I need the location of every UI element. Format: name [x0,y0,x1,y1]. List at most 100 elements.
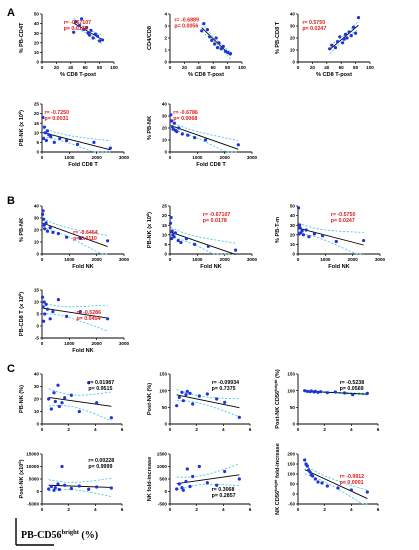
data-point [56,482,60,486]
r-value-label: r= -0.67107 [64,20,92,26]
data-point [336,486,340,490]
x-tick-label: 0 [41,427,44,432]
y-tick-label: 10 [34,50,40,55]
y-tick-label: 10 [162,232,168,237]
x-tick-label: 6 [377,507,380,512]
x-tick-label: 0 [169,427,172,432]
data-point [180,132,184,136]
y-tick-label: 5000 [29,477,40,482]
y-tick-label: 0 [36,489,39,494]
r-value-label: r= 0.00228 [88,458,114,464]
x-tick-label: 3000 [119,257,130,262]
footer-scale: PB-CD56bright (%) [15,518,98,546]
data-point [301,233,306,237]
y-tick-label: 20 [34,40,40,45]
data-point [188,391,192,395]
regression-line [42,307,108,319]
data-point [298,223,302,227]
data-point [47,487,51,491]
p-value-label: p= 0.2857 [212,493,236,499]
x-tick-label: 0 [41,341,44,346]
footer-label-main: PB-CD56 [21,530,62,541]
y-tick-label: 0 [164,60,167,65]
data-point [56,383,60,387]
data-point [42,136,46,141]
data-point [43,312,47,316]
y-axis-label-tail: (%) [275,369,281,379]
data-point [65,235,69,239]
y-tick-label: 2 [164,36,167,41]
data-point [214,36,218,40]
y-tick-label: 10 [34,300,40,305]
x-tick-label: 0 [297,65,300,70]
x-tick-label: 0 [41,507,44,512]
data-point [311,474,315,478]
y-tick-label: 1 [164,48,167,53]
data-point [85,25,89,30]
y-tick-label: 15 [34,288,40,293]
data-point [181,488,185,492]
data-point [184,237,188,241]
y-tick-label: 0 [292,252,295,257]
data-point [80,17,84,21]
x-tick-label: 80 [353,65,359,70]
ci-upper-line [304,465,368,491]
data-point [175,404,179,408]
ci-lower-line [201,30,231,60]
ci-lower-line [170,128,239,153]
data-point [43,227,47,231]
y-tick-label: 0 [36,324,39,329]
y-tick-label: 200 [287,452,295,457]
data-point [305,389,309,393]
y-axis-label-main: Post-NK (x10 [19,464,25,499]
data-point [42,300,46,304]
y-axis-label: % PB-NK [19,218,25,242]
ci-lower-line [304,473,368,505]
data-point [45,129,50,133]
x-tick-label: 1000 [64,257,75,262]
x-axis-label: % CD8 T-post [188,72,224,78]
r-value-label: r= 0.5750 [302,20,325,26]
data-point [237,415,241,419]
data-point [342,37,346,41]
ci-upper-line [42,218,108,236]
data-point [44,138,48,143]
data-point [325,391,329,395]
data-point [237,477,241,481]
data-point [185,389,189,393]
y-axis-label-tail: ) [19,292,25,294]
y-tick-label: 30 [162,114,168,119]
x-tick-label: 0 [41,155,44,160]
x-tick-label: 2 [67,507,70,512]
data-point [60,464,64,469]
x-axis-label: Fold NK [328,264,349,270]
data-point [75,142,80,146]
data-point [185,467,189,471]
data-point [65,138,69,143]
y-tick-label: 50 [290,204,296,209]
p-value-label: p= 0.7375 [212,386,236,392]
y-axis-label-main: NK CD56 [275,491,281,515]
ci-upper-line [170,227,236,244]
x-tick-label: 6 [249,427,252,432]
data-point [316,390,320,394]
p-value-label: p= 0.0001 [340,480,364,486]
data-point [82,27,86,31]
r-value-label: r= -0.6786 [173,110,198,116]
x-tick-label: 0 [41,65,44,70]
ci-upper-line [42,302,108,308]
x-axis-label: Fold NK [72,264,93,270]
data-point [191,474,195,479]
data-point [60,401,64,405]
data-point [52,140,56,144]
x-tick-label: 60 [339,65,345,70]
y-axis-label: Post-NK CD56bright (%) [273,369,281,429]
data-point [78,310,82,314]
y-tick-label: 20 [290,36,296,41]
data-point [95,485,99,489]
y-tick-label: 50 [162,405,168,410]
y-axis-label-tail: fold-increase [275,443,281,479]
y-axis-label-main: Post-NK CD56 [275,391,281,429]
y-axis-label: % PB-T-m [275,217,281,243]
